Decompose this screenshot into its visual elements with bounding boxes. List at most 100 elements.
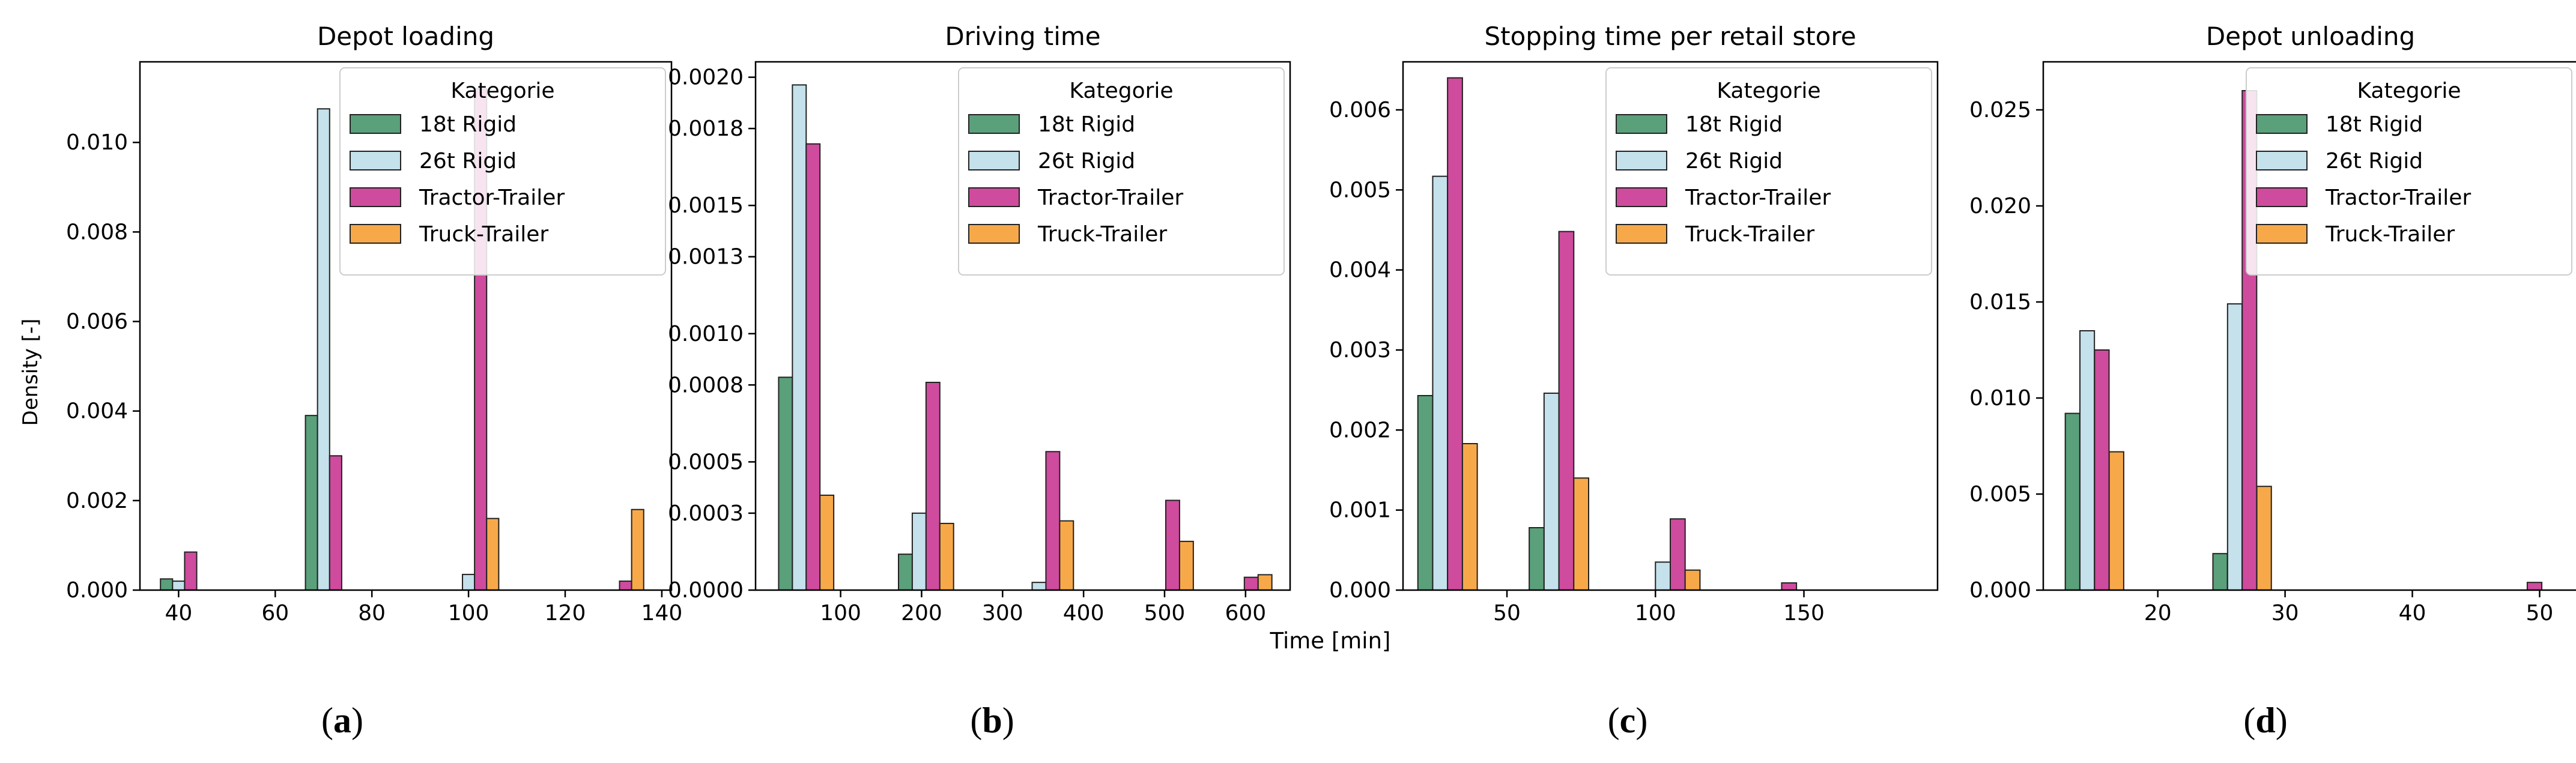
x-tick-label: 20	[2144, 601, 2172, 626]
y-tick-label: 0.0010	[668, 322, 744, 346]
legend-label-tractor-trailer: Tractor-Trailer	[419, 185, 565, 210]
y-tick-label: 0.008	[66, 220, 128, 244]
legend-label-26t-rigid: 26t Rigid	[1685, 149, 1783, 173]
bar-truck-trailer	[631, 508, 644, 591]
chart-panel-1: Depot loading 40 60 80 100 120 140 0.000 0.002 0.…	[66, 22, 682, 740]
x-tick-label: 200	[901, 601, 942, 626]
bar-truck-trailer	[1059, 520, 1074, 591]
x-tick-label: 100	[1635, 601, 1676, 626]
legend-swatch-truck-trailer	[1616, 224, 1667, 244]
y-tick-label: 0.0008	[668, 373, 744, 397]
shared-y-axis-label: Density [-]	[19, 319, 43, 426]
bar-tractor-trailer	[1045, 451, 1061, 591]
bar-18t-rigid	[2064, 412, 2080, 591]
bar-truck-trailer	[2108, 451, 2124, 591]
bar-26t-rigid	[172, 581, 186, 591]
bar-26t-rigid	[462, 573, 476, 591]
bar-tractor-trailer	[1243, 576, 1259, 591]
legend-swatch-18t-rigid	[968, 114, 1020, 134]
plot-frame	[2042, 61, 2576, 591]
y-tick-label: 0.001	[1329, 498, 1391, 523]
caption-open: (	[2243, 701, 2255, 740]
y-tick-label: 0.000	[1329, 578, 1391, 603]
x-tick-label: 400	[1063, 601, 1105, 626]
x-tick-label: 100	[820, 601, 861, 626]
bar-truck-trailer	[1257, 574, 1273, 591]
bar-26t-rigid	[2226, 303, 2243, 591]
legend-label-26t-rigid: 26t Rigid	[1038, 149, 1135, 173]
y-tick-label: 0.005	[1969, 482, 2031, 507]
bar-26t-rigid	[1543, 393, 1560, 591]
plot-frame	[754, 61, 1291, 591]
legend-swatch-tractor-trailer	[1616, 187, 1667, 207]
legend-swatch-truck-trailer	[350, 224, 401, 244]
bar-26t-rigid	[792, 84, 807, 591]
legend-swatch-26t-rigid	[350, 151, 401, 170]
legend: Kategorie 18t Rigid 26t Rigid Tractor-Trail…	[339, 67, 666, 276]
bar-18t-rigid	[305, 415, 318, 591]
bar-tractor-trailer	[1670, 518, 1686, 591]
caption-close: )	[2276, 701, 2288, 740]
y-tick-label: 0.010	[1969, 386, 2031, 411]
legend-swatch-26t-rigid	[2256, 151, 2308, 170]
legend-swatch-truck-trailer	[2256, 224, 2308, 244]
caption-letter: a	[333, 701, 351, 740]
bar-truck-trailer	[939, 522, 954, 591]
caption-open: (	[321, 701, 333, 740]
legend-label-26t-rigid: 26t Rigid	[419, 149, 517, 173]
chart-title: Stopping time per retail store	[1484, 22, 1856, 51]
y-tick-label: 0.015	[1969, 290, 2031, 315]
legend-label-truck-trailer: Truck-Trailer	[2325, 222, 2455, 247]
legend-swatch-tractor-trailer	[2256, 187, 2308, 207]
bar-tractor-trailer	[2094, 349, 2110, 591]
bar-truck-trailer	[1573, 477, 1590, 591]
chart-panel-3: Stopping time per retail store 50 100 150 0.…	[1329, 22, 1939, 740]
bar-26t-rigid	[911, 512, 927, 591]
caption-letter: d	[2255, 701, 2275, 740]
bar-18t-rigid	[1417, 395, 1434, 591]
y-tick-label: 0.0005	[668, 450, 744, 474]
y-tick-label: 0.005	[1329, 178, 1391, 202]
legend-box	[339, 67, 666, 276]
legend-swatch-18t-rigid	[350, 114, 401, 134]
panel-caption: (a)	[321, 701, 363, 740]
shared-x-axis-label: Time [min]	[1270, 628, 1391, 654]
bar-truck-trailer	[819, 494, 835, 591]
legend-box	[1605, 67, 1932, 276]
y-tick-label: 0.0003	[668, 501, 744, 526]
bar-tractor-trailer	[184, 551, 198, 591]
legend-label-truck-trailer: Truck-Trailer	[1685, 222, 1814, 247]
legend-swatch-26t-rigid	[968, 151, 1020, 170]
caption-close: )	[351, 701, 363, 740]
chart-panel-4: Depot unloading 20 30 40 50 0.000 0.005 0.010 0.…	[1969, 22, 2576, 740]
bar-tractor-trailer	[619, 581, 632, 591]
y-tick-label: 0.0000	[668, 578, 744, 603]
legend-title: Kategorie	[450, 79, 554, 103]
panel-caption: (c)	[1608, 701, 1648, 740]
y-tick-label: 0.0018	[668, 116, 744, 141]
legend-swatch-tractor-trailer	[350, 187, 401, 207]
bar-18t-rigid	[778, 376, 793, 591]
legend-label-tractor-trailer: Tractor-Trailer	[2325, 185, 2471, 210]
legend-swatch-26t-rigid	[1616, 151, 1667, 170]
bar-26t-rigid	[1432, 175, 1449, 591]
bar-tractor-trailer	[1781, 582, 1798, 591]
y-tick-label: 0.0013	[668, 245, 744, 270]
x-tick-label: 40	[2399, 601, 2426, 626]
bar-tractor-trailer	[1558, 231, 1575, 591]
y-tick-label: 0.004	[1329, 258, 1391, 283]
caption-letter: c	[1620, 701, 1636, 740]
x-tick-label: 50	[2526, 601, 2554, 626]
x-tick-label: 600	[1225, 601, 1266, 626]
legend-label-18t-rigid: 18t Rigid	[1038, 112, 1135, 137]
legend-label-18t-rigid: 18t Rigid	[419, 112, 517, 137]
bar-tractor-trailer	[2526, 582, 2543, 591]
legend-label-18t-rigid: 18t Rigid	[2326, 112, 2423, 137]
x-tick-label: 120	[545, 601, 586, 626]
legend-box	[958, 67, 1285, 276]
legend-label-26t-rigid: 26t Rigid	[2326, 149, 2423, 173]
caption-letter: b	[982, 701, 1002, 740]
chart-title: Depot unloading	[2206, 22, 2415, 51]
bar-tractor-trailer	[805, 143, 821, 591]
y-tick-label: 0.006	[1329, 98, 1391, 122]
